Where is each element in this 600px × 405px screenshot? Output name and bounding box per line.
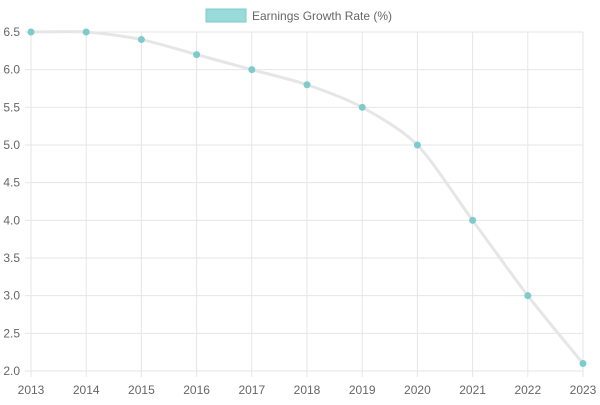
x-tick-label: 2017: [238, 383, 265, 397]
data-point[interactable]: [137, 36, 145, 44]
x-axis-ticks: 2013 2014 2015 2016 2017 2018 2019 2020 2021 2022…: [18, 383, 597, 397]
data-point[interactable]: [358, 103, 366, 111]
x-tick-label: 2018: [294, 383, 321, 397]
data-point[interactable]: [193, 51, 201, 59]
legend[interactable]: Earnings Growth Rate (%): [205, 8, 392, 23]
y-tick-label: 5.5: [3, 100, 20, 114]
x-tick-label: 2019: [349, 383, 376, 397]
x-tick-label: 2015: [128, 383, 155, 397]
series-layer: [27, 28, 587, 367]
data-point[interactable]: [469, 216, 477, 224]
data-point[interactable]: [248, 66, 256, 74]
y-tick-label: 3.0: [3, 289, 20, 303]
legend-label[interactable]: Earnings Growth Rate (%): [252, 9, 392, 23]
y-tick-label: 2.5: [3, 326, 20, 340]
x-tick-label: 2023: [570, 383, 597, 397]
y-tick-label: 3.5: [3, 251, 20, 265]
grid-lines: [25, 31, 584, 377]
y-tick-label: 2.0: [3, 364, 20, 378]
y-tick-label: 5.0: [3, 138, 20, 152]
data-point[interactable]: [82, 28, 90, 36]
data-point[interactable]: [413, 141, 421, 149]
x-tick-label: 2022: [514, 383, 541, 397]
y-axis-ticks: 6.5 6.0 5.5 5.0 4.5 4.0 3.5 3.0 2.5 2.0: [3, 25, 20, 378]
data-point[interactable]: [579, 359, 587, 367]
y-tick-label: 6.0: [3, 63, 20, 77]
y-tick-label: 6.5: [3, 25, 20, 39]
x-tick-label: 2021: [459, 383, 486, 397]
data-point[interactable]: [27, 28, 35, 36]
series-line: [30, 30, 585, 365]
legend-swatch[interactable]: [205, 8, 247, 23]
data-point[interactable]: [524, 292, 532, 300]
y-tick-label: 4.0: [3, 213, 20, 227]
x-tick-label: 2020: [404, 383, 431, 397]
x-tick-label: 2013: [18, 383, 45, 397]
y-tick-label: 4.5: [3, 176, 20, 190]
x-tick-label: 2014: [73, 383, 100, 397]
x-tick-label: 2016: [183, 383, 210, 397]
data-point[interactable]: [303, 81, 311, 89]
